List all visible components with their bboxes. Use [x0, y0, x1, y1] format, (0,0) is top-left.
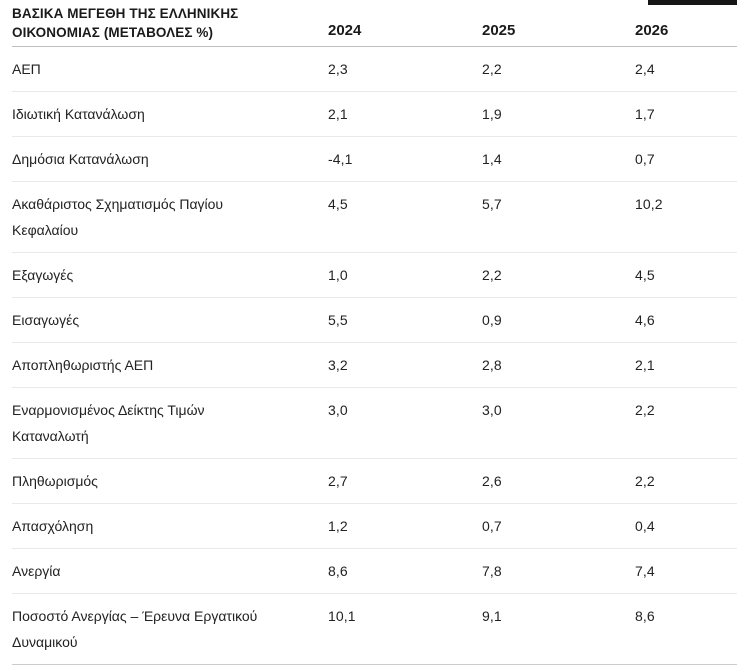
value-2024: 3,2 [328, 357, 348, 373]
value-2026: 2,2 [635, 402, 655, 418]
value-2025: 1,4 [482, 151, 502, 167]
table-row: Ανεργία 8,6 7,8 7,4 [12, 549, 737, 594]
column-header-2024: 2024 [328, 22, 362, 39]
table-row: Εξαγωγές 1,0 2,2 4,5 [12, 253, 737, 298]
value-2026: 0,7 [635, 151, 655, 167]
value-2024: -4,1 [328, 151, 353, 167]
table-row: Ιδιωτική Κατανάλωση 2,1 1,9 1,7 [12, 92, 737, 137]
table-row: Αποπληθωριστής ΑΕΠ 3,2 2,8 2,1 [12, 343, 737, 388]
value-2026: 2,1 [635, 357, 655, 373]
table-row: Πληθωρισμός 2,7 2,6 2,2 [12, 459, 737, 504]
value-2025: 1,9 [482, 106, 502, 122]
value-2024: 8,6 [328, 563, 348, 579]
value-2025: 0,9 [482, 312, 502, 328]
value-2026: 4,6 [635, 312, 655, 328]
page: ΒΑΣΙΚΑ ΜΕΓΕΘΗ ΤΗΣ ΕΛΛΗΝΙΚΗΣ ΟΙΚΟΝΟΜΙΑΣ (… [12, 0, 737, 665]
row-label: Ακαθάριστος Σχηματισμός Παγίου Κεφαλαίου [12, 196, 224, 238]
row-label: Εξαγωγές [12, 267, 74, 283]
value-2026: 1,7 [635, 106, 655, 122]
value-2026: 0,4 [635, 518, 655, 534]
row-label: Ποσοστό Ανεργίας – Έρευνα Εργατικού Δυνα… [12, 608, 258, 650]
value-2026: 8,6 [635, 608, 655, 624]
value-2026: 2,2 [635, 473, 655, 489]
value-2024: 2,1 [328, 106, 348, 122]
row-label: Αποπληθωριστής ΑΕΠ [12, 357, 154, 373]
row-label: ΑΕΠ [12, 61, 41, 77]
value-2024: 2,7 [328, 473, 348, 489]
value-2025: 5,7 [482, 196, 502, 212]
table-row: Εισαγωγές 5,5 0,9 4,6 [12, 298, 737, 343]
value-2026: 10,2 [635, 196, 663, 212]
value-2026: 2,4 [635, 61, 655, 77]
column-header-2026: 2026 [635, 22, 669, 39]
value-2024: 4,5 [328, 196, 348, 212]
row-label: Ιδιωτική Κατανάλωση [12, 106, 145, 122]
value-2025: 0,7 [482, 518, 502, 534]
table-row: ΑΕΠ 2,3 2,2 2,4 [12, 47, 737, 92]
value-2025: 2,8 [482, 357, 502, 373]
table-body: ΑΕΠ 2,3 2,2 2,4 Ιδιωτική Κατανάλωση 2,1 … [12, 47, 737, 665]
value-2025: 2,2 [482, 61, 502, 77]
value-2025: 9,1 [482, 608, 502, 624]
value-2026: 7,4 [635, 563, 655, 579]
value-2024: 1,0 [328, 267, 348, 283]
row-label: Πληθωρισμός [12, 473, 98, 489]
value-2025: 2,6 [482, 473, 502, 489]
row-label: Απασχόληση [12, 518, 94, 534]
value-2024: 2,3 [328, 61, 348, 77]
row-label: Ανεργία [12, 563, 61, 579]
table-title: ΒΑΣΙΚΑ ΜΕΓΕΘΗ ΤΗΣ ΕΛΛΗΝΙΚΗΣ ΟΙΚΟΝΟΜΙΑΣ (… [12, 6, 239, 40]
value-2025: 7,8 [482, 563, 502, 579]
value-2025: 2,2 [482, 267, 502, 283]
row-label: Εναρμονισμένος Δείκτης Τιμών Καταναλωτή [12, 402, 205, 444]
table-row: Ακαθάριστος Σχηματισμός Παγίου Κεφαλαίου… [12, 182, 737, 253]
row-label: Δημόσια Κατανάλωση [12, 151, 149, 167]
table-row: Απασχόληση 1,2 0,7 0,4 [12, 504, 737, 549]
value-2024: 5,5 [328, 312, 348, 328]
row-label: Εισαγωγές [12, 312, 80, 328]
value-2024: 10,1 [328, 608, 356, 624]
column-header-2025: 2025 [482, 22, 516, 39]
value-2025: 3,0 [482, 402, 502, 418]
economy-indicators-table: ΒΑΣΙΚΑ ΜΕΓΕΘΗ ΤΗΣ ΕΛΛΗΝΙΚΗΣ ΟΙΚΟΝΟΜΙΑΣ (… [12, 0, 737, 665]
value-2024: 1,2 [328, 518, 348, 534]
value-2026: 4,5 [635, 267, 655, 283]
table-row: Δημόσια Κατανάλωση -4,1 1,4 0,7 [12, 137, 737, 182]
table-row: Εναρμονισμένος Δείκτης Τιμών Καταναλωτή … [12, 388, 737, 459]
screenshot-crop-artifact [648, 0, 737, 5]
value-2024: 3,0 [328, 402, 348, 418]
table-row: Ποσοστό Ανεργίας – Έρευνα Εργατικού Δυνα… [12, 594, 737, 665]
table-header-row: ΒΑΣΙΚΑ ΜΕΓΕΘΗ ΤΗΣ ΕΛΛΗΝΙΚΗΣ ΟΙΚΟΝΟΜΙΑΣ (… [12, 0, 737, 47]
